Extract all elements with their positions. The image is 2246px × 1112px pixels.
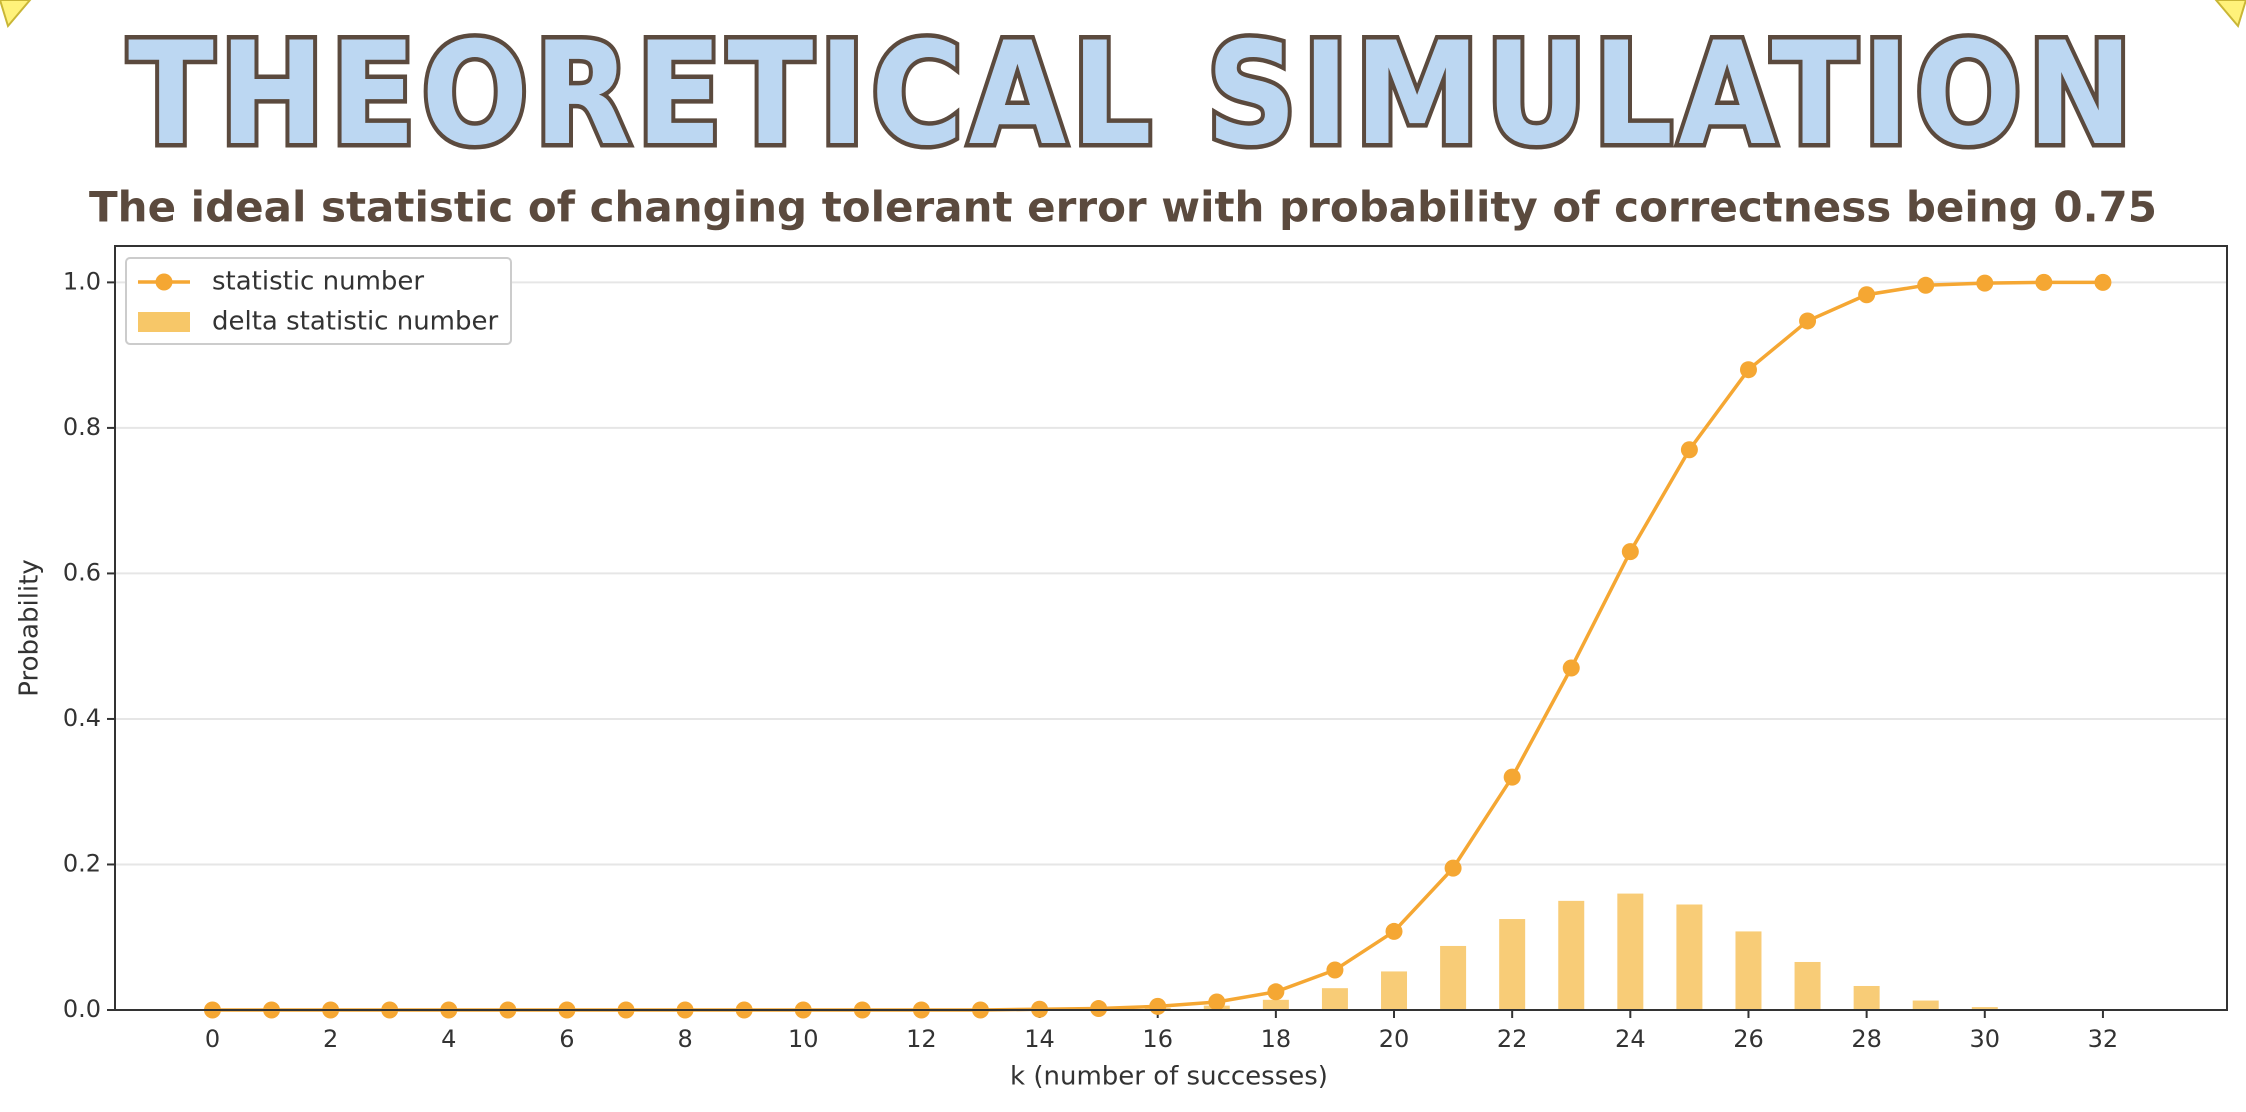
line-marker — [1917, 276, 1935, 294]
legend-label: statistic number — [212, 267, 424, 297]
line-marker — [1208, 993, 1226, 1011]
bar — [1794, 961, 1821, 1010]
corner-decoration — [0, 0, 32, 29]
bar — [1321, 988, 1348, 1010]
line-marker — [2094, 273, 2112, 291]
bar — [1912, 1000, 1939, 1010]
line-marker — [1385, 922, 1403, 940]
legend-swatch-marker — [155, 273, 173, 291]
line-marker — [1444, 859, 1462, 877]
y-tick-label: 0.6 — [63, 558, 101, 586]
x-tick-label: 18 — [1261, 1025, 1292, 1053]
line-marker — [1739, 361, 1757, 379]
line-marker — [1149, 997, 1167, 1015]
y-tick-label: 1.0 — [63, 267, 101, 295]
legend-box — [125, 257, 512, 345]
x-tick-label: 4 — [441, 1025, 456, 1053]
plot-frame — [114, 245, 2228, 1011]
legend-label: delta statistic number — [212, 307, 499, 337]
chart-subtitle: The ideal statistic of changing tolerant… — [89, 183, 2157, 232]
corner-decoration — [2214, 0, 2246, 29]
x-tick-label: 32 — [2088, 1025, 2119, 1053]
x-axis-label: k (number of successes) — [1010, 1062, 1328, 1092]
x-tick-label: 20 — [1379, 1025, 1410, 1053]
line-marker — [1503, 768, 1521, 786]
x-tick-label: 14 — [1024, 1025, 1055, 1053]
x-tick-label: 26 — [1733, 1025, 1764, 1053]
legend: statistic number delta statistic number — [125, 257, 512, 345]
y-tick-label: 0.4 — [63, 704, 101, 732]
line-marker — [1858, 286, 1876, 304]
x-tick-label: 2 — [323, 1025, 338, 1053]
line-marker — [1090, 1000, 1108, 1018]
line-marker — [1799, 312, 1817, 330]
legend-swatch — [138, 312, 190, 332]
x-tick-label: 28 — [1851, 1025, 1882, 1053]
x-tick-label: 12 — [906, 1025, 937, 1053]
y-tick-label: 0.8 — [63, 413, 101, 441]
bar — [1558, 900, 1585, 1010]
x-tick-label: 22 — [1497, 1025, 1528, 1053]
line-marker — [1680, 441, 1698, 459]
line-marker — [1267, 983, 1285, 1001]
line-marker — [1326, 961, 1344, 979]
bar — [1440, 945, 1467, 1010]
line-marker — [1562, 659, 1580, 677]
y-tick-label: 0.0 — [63, 995, 101, 1023]
bar — [1381, 971, 1408, 1010]
bar — [1617, 893, 1644, 1010]
x-tick-label: 0 — [205, 1025, 220, 1053]
bar — [1676, 904, 1703, 1010]
line — [212, 280, 2103, 1012]
bar — [1735, 931, 1762, 1010]
line-marker — [2035, 273, 2053, 291]
chart-title: THEORETICAL SIMULATION — [128, 12, 2138, 177]
bar — [1853, 985, 1880, 1010]
line-marker — [1976, 274, 1994, 292]
x-tick-label: 30 — [1970, 1025, 2001, 1053]
x-tick-label: 24 — [1615, 1025, 1646, 1053]
y-axis-label: Probability — [15, 559, 45, 696]
x-tick-label: 10 — [788, 1025, 819, 1053]
bar — [1262, 999, 1289, 1010]
x-tick-label: 16 — [1142, 1025, 1173, 1053]
bar — [1499, 919, 1526, 1010]
y-tick-label: 0.2 — [63, 849, 101, 877]
bar — [1971, 1007, 1998, 1010]
x-tick-label: 8 — [677, 1025, 692, 1053]
x-tick-label: 6 — [559, 1025, 574, 1053]
line-marker — [1621, 543, 1639, 561]
